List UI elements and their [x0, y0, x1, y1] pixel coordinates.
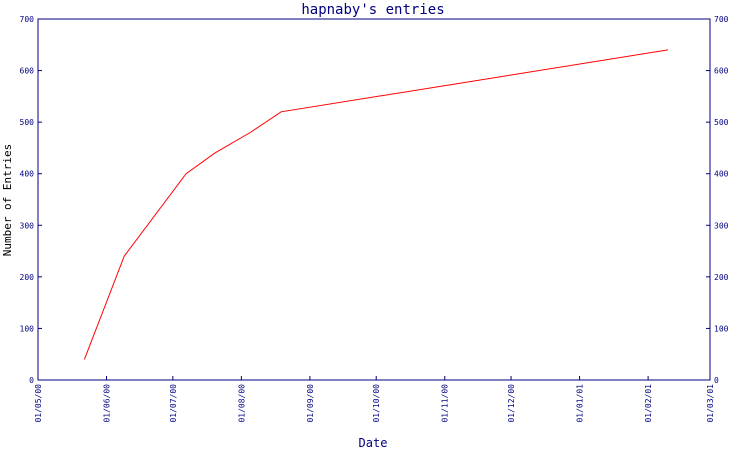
x-axis-label: Date — [359, 436, 388, 450]
y-tick-label-right: 600 — [714, 67, 729, 76]
x-tick-label: 01/02/01 — [644, 384, 653, 423]
x-tick-label: 01/05/00 — [34, 384, 43, 423]
x-tick-label: 01/01/01 — [576, 384, 585, 423]
x-tick-label: 01/10/00 — [372, 384, 381, 423]
y-tick-label-left: 200 — [20, 273, 35, 282]
y-tick-label-left: 300 — [20, 221, 35, 230]
y-tick-label-left: 100 — [20, 324, 35, 333]
y-tick-label-left: 500 — [20, 118, 35, 127]
y-tick-label-right: 400 — [714, 170, 729, 179]
x-axis: 01/05/00 01/06/00 01/07/00 01/08/00 01/09/00… — [34, 376, 715, 423]
x-tick-label: 01/09/00 — [306, 384, 315, 423]
x-tick-label: 01/12/00 — [507, 384, 516, 423]
y-tick-label-left: 700 — [20, 15, 35, 24]
y-axis-left: 0 100 200 300 400 500 600 700 — [20, 15, 42, 385]
series-group — [83, 49, 669, 360]
x-tick-label: 01/11/00 — [441, 384, 450, 423]
x-tick-label: 01/07/00 — [169, 384, 178, 423]
y-tick-label-right: 300 — [714, 221, 729, 230]
y-axis-label: Number of Entries — [1, 144, 14, 257]
y-tick-label-right: 100 — [714, 324, 729, 333]
chart-title: hapnaby's entries — [301, 2, 444, 18]
y-tick-label-left: 0 — [29, 376, 34, 385]
x-tick-label: 01/08/00 — [237, 384, 246, 423]
x-tick-label: 01/06/00 — [103, 384, 112, 423]
x-tick-label: 01/03/01 — [706, 384, 715, 423]
plot-frame — [37, 18, 711, 381]
y-tick-label-left: 400 — [20, 170, 35, 179]
y-tick-label-left: 600 — [20, 67, 35, 76]
series-line — [83, 49, 669, 360]
y-tick-label-right: 0 — [714, 376, 719, 385]
y-tick-label-right: 500 — [714, 118, 729, 127]
y-tick-label-right: 200 — [714, 273, 729, 282]
y-tick-label-right: 700 — [714, 15, 729, 24]
y-axis-right: 0 100 200 300 400 500 600 700 — [706, 15, 729, 385]
